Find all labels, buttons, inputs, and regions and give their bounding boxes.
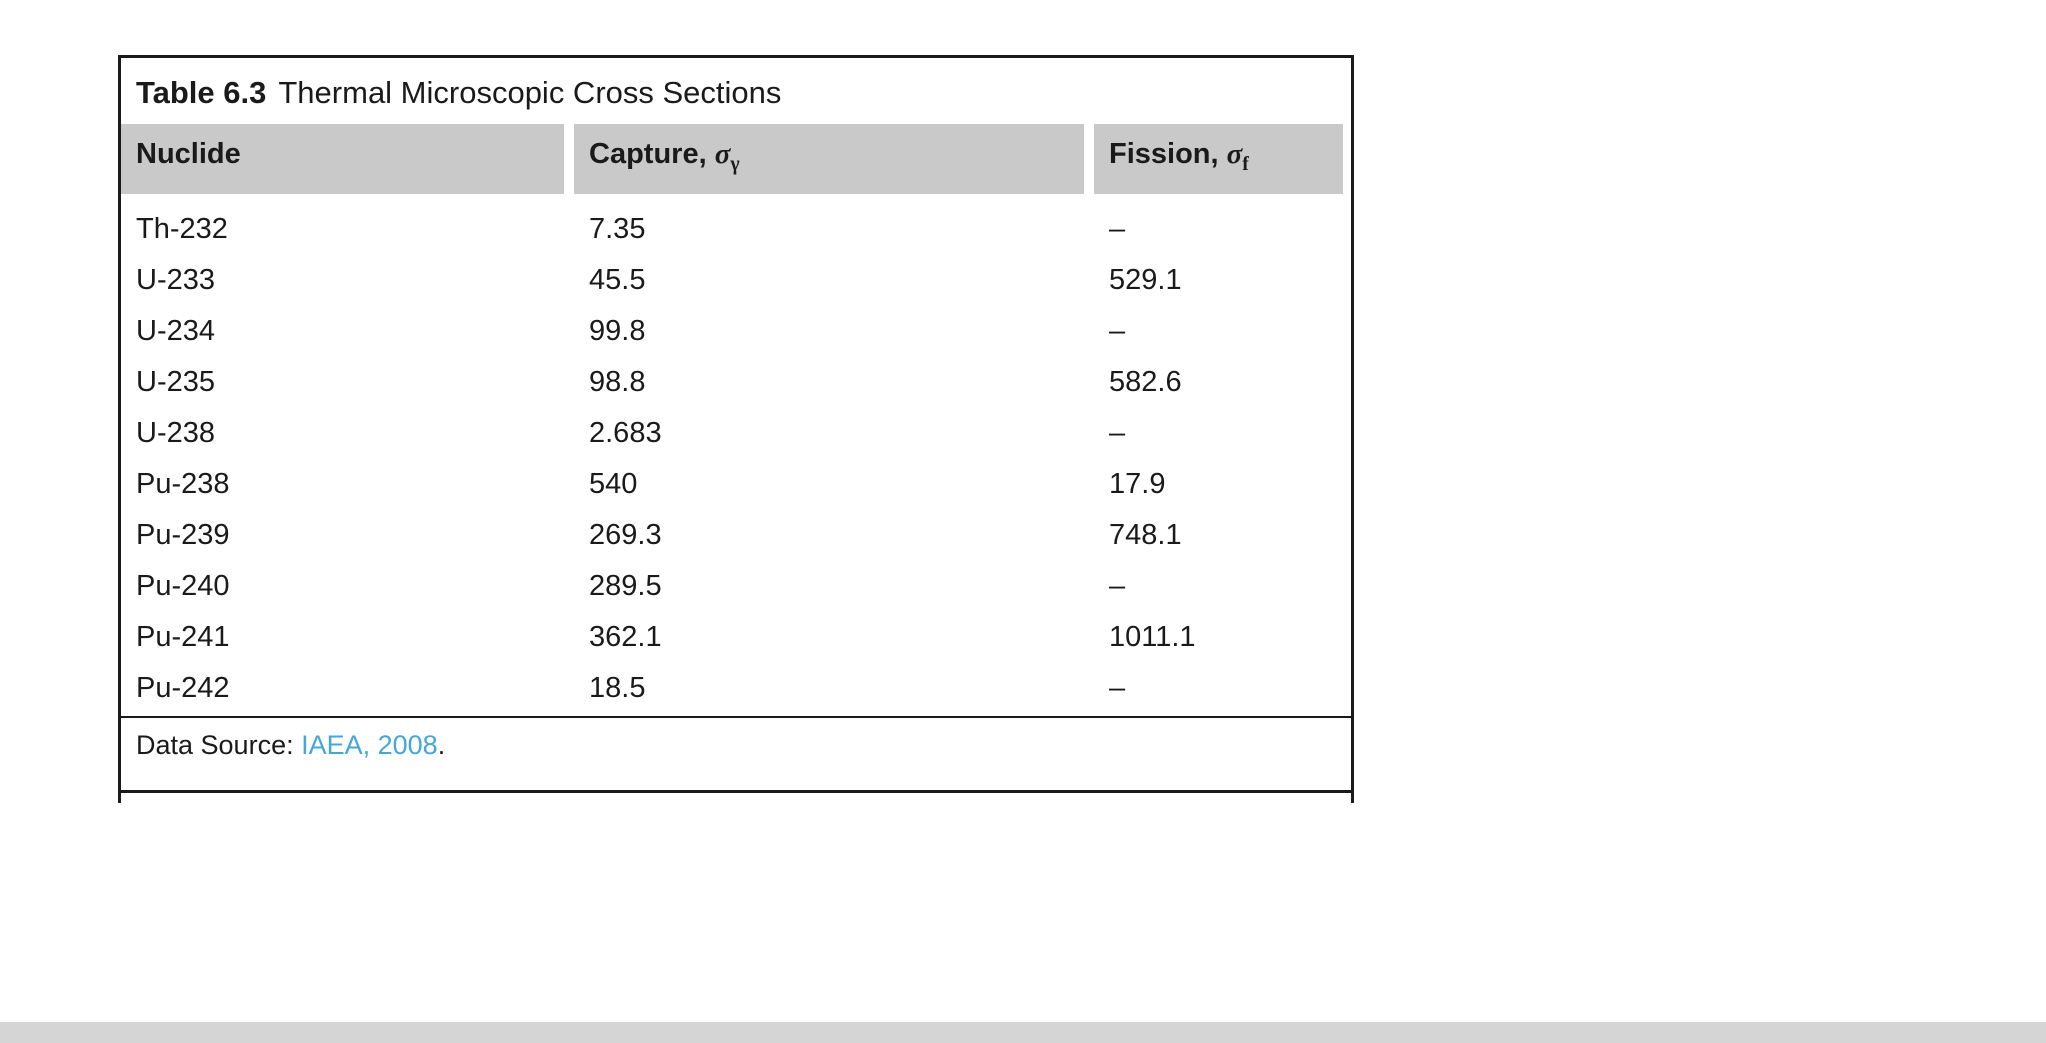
table-title: Thermal Microscopic Cross Sections	[278, 75, 782, 110]
capture-cell: 99.8	[589, 314, 646, 347]
fission-cell: –	[1109, 212, 1126, 245]
table-row: Pu-240 289.5 –	[121, 561, 1351, 612]
fission-cell: –	[1109, 314, 1126, 347]
nuclide-cell: Pu-242	[136, 671, 230, 704]
table-row: U-238 2.683 –	[121, 408, 1351, 459]
sigma-f-symbol: σ	[1226, 138, 1243, 170]
column-header-fission: Fission, σf	[1094, 124, 1343, 194]
table-bottom-rule	[121, 790, 1351, 793]
nuclide-cell: U-233	[136, 263, 215, 296]
f-subscript: f	[1242, 152, 1249, 175]
fission-cell: 529.1	[1109, 263, 1182, 296]
column-header-nuclide: Nuclide	[121, 124, 564, 194]
table-caption: Table 6.3 Thermal Microscopic Cross Secti…	[121, 58, 1351, 124]
capture-cell: 45.5	[589, 263, 646, 296]
nuclide-cell: U-238	[136, 416, 215, 449]
fission-cell: –	[1109, 569, 1126, 602]
nuclide-cell: Pu-241	[136, 620, 230, 653]
capture-cell: 269.3	[589, 518, 662, 551]
fission-cell: –	[1109, 416, 1126, 449]
nuclide-cell: Pu-239	[136, 518, 230, 551]
capture-cell: 362.1	[589, 620, 662, 653]
capture-cell: 289.5	[589, 569, 662, 602]
footer-period: .	[437, 729, 446, 760]
nuclide-cell: Th-232	[136, 212, 228, 245]
nuclide-cell: Pu-238	[136, 467, 230, 500]
table-row: U-233 45.5 529.1	[121, 255, 1351, 306]
data-source-label: Data Source:	[136, 729, 302, 760]
nuclide-cell: U-235	[136, 365, 215, 398]
gamma-subscript: γ	[730, 152, 740, 175]
table-row: Pu-242 18.5 –	[121, 663, 1351, 714]
table-row: Pu-241 362.1 1011.1	[121, 612, 1351, 663]
capture-cell: 18.5	[589, 671, 646, 704]
column-header-fission-label: Fission,	[1109, 138, 1227, 170]
fission-cell: 582.6	[1109, 365, 1182, 398]
nuclide-cell: U-234	[136, 314, 215, 347]
fission-cell: 748.1	[1109, 518, 1182, 551]
column-header-capture-label: Capture,	[589, 138, 715, 170]
table-row: Pu-238 540 17.9	[121, 459, 1351, 510]
table-row: Pu-239 269.3 748.1	[121, 510, 1351, 561]
fission-cell: 1011.1	[1109, 620, 1196, 653]
capture-cell: 7.35	[589, 212, 646, 245]
table-figure: Table 6.3 Thermal Microscopic Cross Secti…	[118, 55, 1354, 803]
column-header-nuclide-label: Nuclide	[136, 138, 241, 170]
column-header-capture: Capture, σγ	[574, 124, 1084, 194]
capture-cell: 2.683	[589, 416, 662, 449]
capture-cell: 98.8	[589, 365, 646, 398]
table-number: Table 6.3	[136, 75, 267, 110]
data-source-link[interactable]: IAEA, 2008	[301, 729, 438, 760]
nuclide-cell: Pu-240	[136, 569, 230, 602]
window-bottom-edge	[0, 1022, 2046, 1043]
table-header: Nuclide Capture, σγ Fission, σf	[121, 124, 1351, 194]
fission-cell: –	[1109, 671, 1126, 704]
table-row: U-234 99.8 –	[121, 306, 1351, 357]
table-footer: Data Source: IAEA, 2008.	[121, 715, 1351, 761]
table-row: U-235 98.8 582.6	[121, 357, 1351, 408]
fission-cell: 17.9	[1109, 467, 1166, 500]
capture-cell: 540	[589, 467, 638, 500]
table-body: Th-232 7.35 – U-233 45.5 529.1 U-234 99.…	[121, 194, 1351, 714]
sigma-gamma-symbol: σ	[714, 138, 731, 170]
table-row: Th-232 7.35 –	[121, 204, 1351, 255]
